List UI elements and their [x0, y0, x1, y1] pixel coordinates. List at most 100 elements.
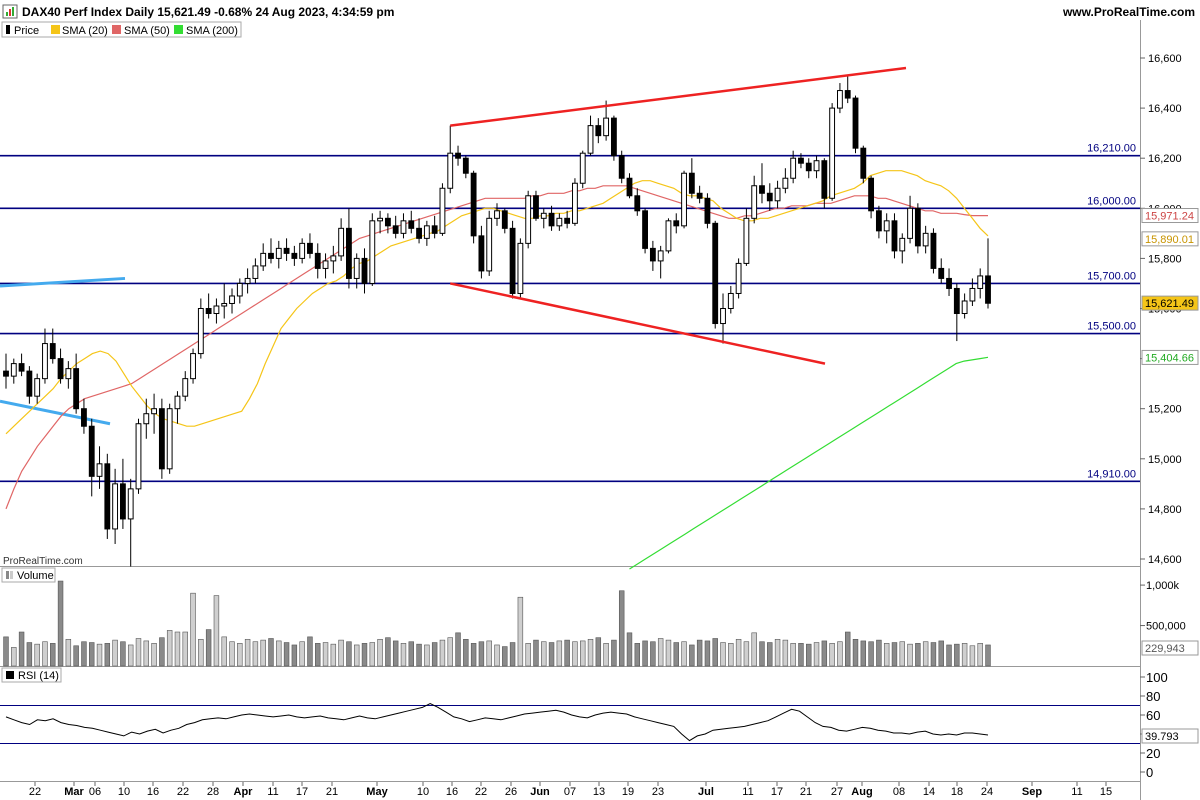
- date-tick-label: 11: [267, 786, 278, 798]
- legend-sma20[interactable]: SMA (20): [62, 25, 108, 37]
- candle: [953, 283, 960, 342]
- candle: [665, 218, 672, 254]
- candle-body-down: [73, 368, 80, 410]
- volume-bar: [104, 643, 111, 667]
- candle-body-up: [572, 182, 578, 224]
- candle-body-down: [766, 192, 773, 202]
- volume-bar: [611, 639, 617, 667]
- volume-legend: Volume: [1, 567, 56, 583]
- candle: [735, 258, 742, 299]
- candle: [18, 353, 25, 377]
- volume-bar: [439, 639, 446, 667]
- volume-bar: [260, 639, 266, 667]
- volume-bar: [18, 631, 25, 667]
- candle-body-down: [930, 232, 937, 269]
- candle: [236, 278, 243, 304]
- legend-price-icon: [6, 25, 10, 34]
- candle: [977, 268, 984, 299]
- date-tick-label: 10: [417, 786, 429, 798]
- volume-bar: [198, 638, 204, 667]
- candle: [221, 283, 228, 319]
- candle-body-down: [875, 210, 882, 232]
- candle-body-up: [603, 117, 610, 137]
- volume-bar: [346, 641, 352, 667]
- candle-body-down: [455, 152, 461, 159]
- volume-bar: [595, 637, 602, 667]
- legend-sma200-icon: [174, 25, 183, 34]
- level-label: 14,910.00: [1087, 468, 1136, 480]
- candle: [96, 446, 103, 489]
- level-label: 16,210.00: [1087, 143, 1136, 155]
- volume-bar: [689, 644, 695, 667]
- candle-body-up: [423, 225, 430, 239]
- date-tick-label: 28: [207, 786, 219, 798]
- candle-body-down: [533, 195, 539, 219]
- volume-bar: [728, 643, 734, 667]
- volume-bar: [580, 640, 586, 667]
- price-panel: 16,210.00 16,000.00 15,700.00 15,500.00 14,9…: [0, 66, 1140, 570]
- date-tick-label: 18: [951, 786, 963, 798]
- candle-body-down: [307, 242, 313, 254]
- logo-bar-3: [12, 7, 14, 16]
- chart-frame: [0, 20, 1141, 800]
- site-url[interactable]: www.ProRealTime.com: [1062, 5, 1195, 19]
- volume-bar: [743, 641, 750, 667]
- candle: [696, 185, 703, 204]
- legend-price[interactable]: Price: [14, 25, 39, 37]
- volume-bar: [89, 642, 95, 667]
- volume-label[interactable]: Volume: [17, 570, 54, 582]
- rsi-legend: RSI (14): [1, 667, 62, 683]
- candle: [213, 298, 220, 324]
- candle: [720, 293, 726, 344]
- candle: [727, 285, 734, 314]
- rsi-label[interactable]: RSI (14): [18, 670, 59, 682]
- candle-body-down: [291, 252, 298, 259]
- candle: [930, 228, 937, 274]
- volume-bar: [587, 638, 594, 667]
- date-tick-label: 21: [326, 786, 338, 798]
- volume-value-tag-bg: [1141, 640, 1199, 656]
- price-tick-label: 16,600: [1148, 53, 1182, 65]
- candle: [346, 208, 352, 289]
- candle-body-up: [517, 242, 524, 294]
- candle-body-down: [462, 157, 469, 174]
- candle: [494, 203, 500, 226]
- volume-bar: [704, 640, 711, 667]
- candle-body-up: [790, 157, 797, 179]
- legend-sma50[interactable]: SMA (50): [124, 25, 170, 37]
- volume-bar: [907, 643, 913, 667]
- candle: [899, 233, 906, 264]
- candle-body-up: [556, 217, 563, 227]
- candle: [837, 83, 843, 114]
- volume-bar: [961, 643, 968, 667]
- candle-body-up: [681, 172, 687, 227]
- candle-body-down: [868, 177, 875, 212]
- volume-bar: [603, 643, 609, 667]
- candle-body-down: [595, 125, 602, 137]
- sma20-value-tag-bg: [1141, 231, 1199, 247]
- candle-body-down: [821, 160, 828, 199]
- volume-bar: [470, 643, 477, 667]
- candle: [322, 253, 329, 279]
- candle-body-down: [852, 97, 859, 149]
- candle-body-up: [236, 282, 243, 297]
- candle: [439, 183, 446, 236]
- rsi-tick-label: 100: [1146, 670, 1168, 685]
- candle: [486, 210, 493, 276]
- candle-body-up: [112, 483, 119, 530]
- rsi-value-tag: 39.793: [1145, 731, 1179, 743]
- candle-body-up: [774, 187, 781, 202]
- date-tick-label: 07: [564, 786, 576, 798]
- legend-sma200[interactable]: SMA (200): [186, 25, 238, 37]
- candle-body-down: [642, 210, 648, 249]
- volume-bar: [268, 638, 274, 667]
- candle: [595, 118, 602, 144]
- volume-bar: [657, 638, 664, 667]
- candle: [891, 213, 898, 259]
- candle-body-down: [88, 425, 95, 477]
- candle: [229, 288, 235, 314]
- date-tick-label: 16: [446, 786, 458, 798]
- candle: [649, 240, 656, 271]
- volume-tick-label: 1,000k: [1146, 580, 1180, 592]
- candle: [587, 115, 594, 156]
